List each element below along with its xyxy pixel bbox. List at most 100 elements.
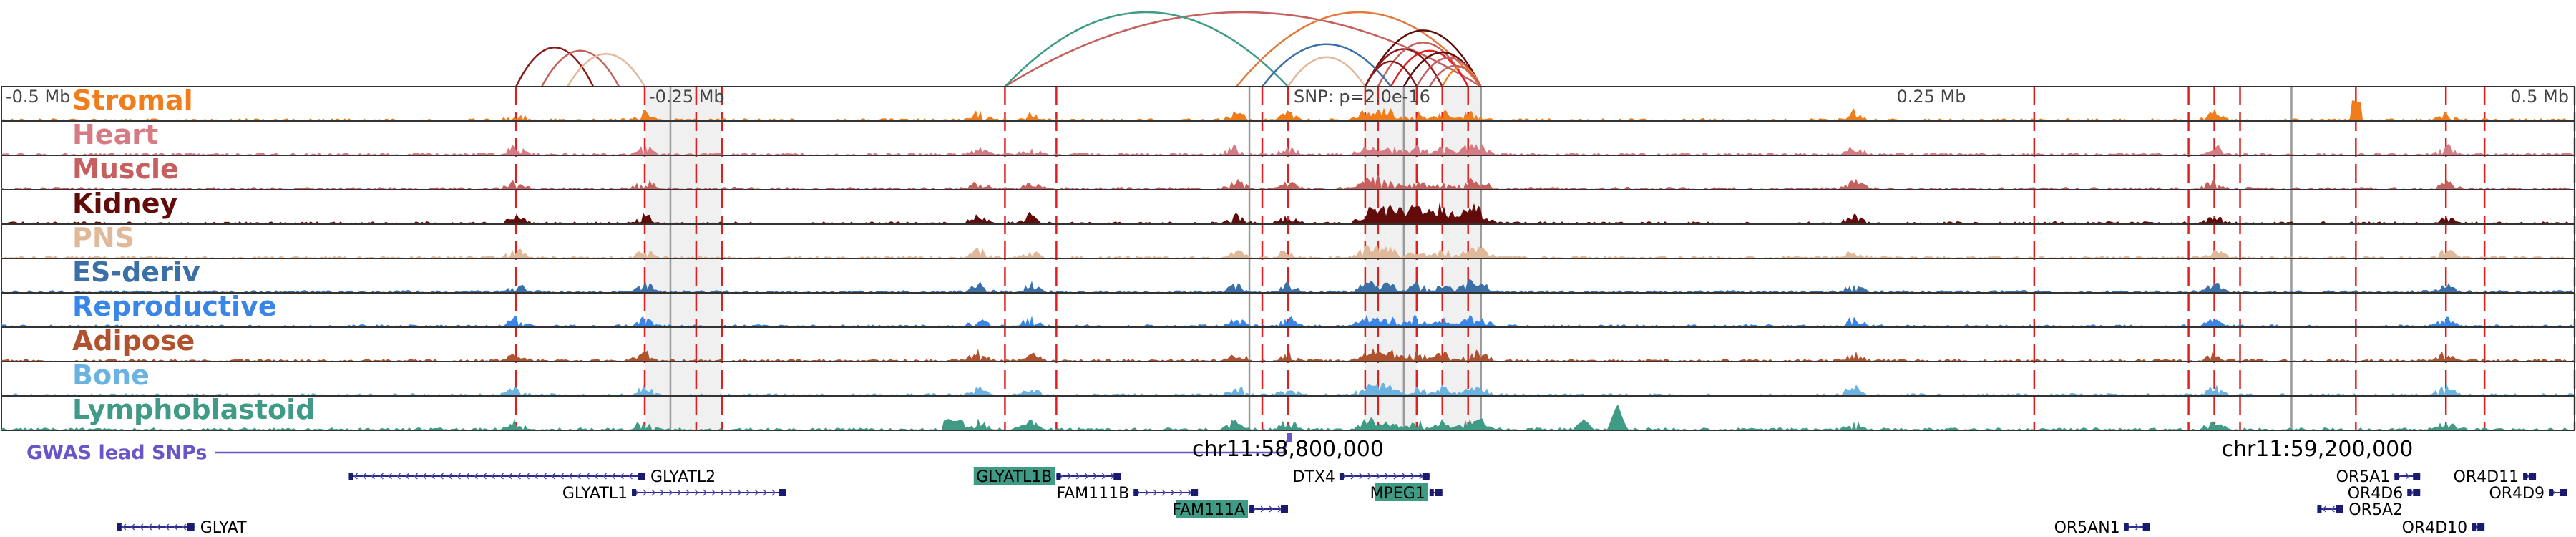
- gene-strand-arrow: [611, 473, 615, 480]
- track-signal: [1, 143, 2575, 155]
- gene-strand-arrow: [139, 523, 144, 531]
- loop-arc: [1390, 49, 1469, 87]
- track-label: Bone: [72, 359, 150, 391]
- track-label: Heart: [72, 119, 158, 150]
- gene-label: DTX4: [1292, 468, 1335, 486]
- gene-strand-arrow: [1084, 473, 1089, 480]
- loop-arc: [1262, 43, 1392, 87]
- gwas-track: GWAS lead SNPs chr11:58,800,000 chr11:59,2…: [26, 433, 2413, 464]
- gene-strand-arrow: [122, 523, 127, 531]
- gene-strand-arrow: [431, 473, 435, 480]
- gene-strand-arrow: [643, 489, 648, 496]
- gene-exon: [1435, 489, 1443, 496]
- gene-strand-arrow: [517, 473, 521, 480]
- gene-label: GLYAT: [200, 519, 247, 537]
- gene-exon: [1422, 473, 1430, 480]
- gene-strand-arrow: [677, 489, 682, 496]
- track-signal: [1, 174, 2575, 189]
- gene-strand-arrow: [746, 489, 751, 496]
- gene-strand-arrow: [388, 473, 392, 480]
- gene-strand-arrow: [1067, 473, 1072, 480]
- chromatin-loop-arcs: [515, 11, 1482, 88]
- gene-strand-arrow: [1402, 473, 1406, 480]
- gene-exon: [1113, 473, 1121, 480]
- gene-label: GLYATL2: [650, 468, 716, 486]
- gene-exon: [348, 473, 353, 480]
- gene-strand-arrow: [763, 489, 768, 496]
- gene-strand-arrow: [694, 489, 699, 496]
- gene-strand-arrow: [534, 473, 538, 480]
- track-label: Stromal: [72, 84, 193, 116]
- gene-strand-arrow: [439, 473, 444, 480]
- gene-strand-arrow: [560, 473, 564, 480]
- gene-exon: [2336, 505, 2343, 513]
- gene-strand-arrow: [130, 523, 135, 531]
- gene-strand-arrow: [448, 473, 452, 480]
- gene-strand-arrow: [668, 489, 673, 496]
- gene-exon: [632, 489, 637, 496]
- gene-strand-arrow: [1093, 473, 1098, 480]
- gene-strand-arrow: [182, 523, 187, 531]
- scale-label: 0.25 Mb: [1896, 87, 1966, 107]
- gene-strand-arrow: [414, 473, 418, 480]
- gene-strand-arrow: [508, 473, 512, 480]
- gene-strand-arrow: [771, 489, 776, 496]
- gene-strand-arrow: [396, 473, 401, 480]
- gene-strand-arrow: [594, 473, 598, 480]
- gene-strand-arrow: [405, 473, 409, 480]
- gene-strand-arrow: [465, 473, 469, 480]
- gene-strand-arrow: [482, 473, 487, 480]
- gene-exon: [2142, 523, 2150, 531]
- loop-arc: [1004, 11, 1482, 88]
- scale-label: 0.5 Mb: [2510, 87, 2569, 107]
- loop-arc: [567, 53, 646, 87]
- gene-exon: [2124, 523, 2129, 531]
- track-signal: [1, 348, 2575, 361]
- gene-strand-arrow: [1376, 473, 1380, 480]
- gene-strand-arrow: [568, 473, 572, 480]
- gene-strand-arrow: [1179, 489, 1184, 496]
- gene-label: FAM111B: [1056, 485, 1129, 503]
- gene-strand-arrow: [1153, 489, 1158, 496]
- gene-exon: [2407, 489, 2412, 496]
- gene-strand-arrow: [542, 473, 547, 480]
- gene-exon: [1133, 489, 1138, 496]
- track-label: Kidney: [72, 188, 177, 219]
- track-frame: [1, 395, 2575, 431]
- gene-strand-arrow: [499, 473, 504, 480]
- gene-strand-arrow: [602, 473, 607, 480]
- gene-strand-arrow: [1350, 473, 1355, 480]
- gene-exon: [2413, 489, 2421, 496]
- gene-exon: [2394, 473, 2399, 480]
- loop-arc: [515, 47, 595, 87]
- coordinate-label: chr11:58,800,000: [1192, 437, 1384, 462]
- gene-exon: [2317, 505, 2322, 513]
- loop-arc: [1287, 56, 1366, 87]
- gene-exon: [117, 523, 122, 531]
- gene-label: FAM111A: [1172, 501, 1245, 519]
- loop-arc: [1364, 29, 1482, 87]
- track-label: Muscle: [72, 153, 179, 185]
- gene-strand-arrow: [2135, 523, 2140, 531]
- track-label: ES-deriv: [72, 256, 200, 288]
- gene-strand-arrow: [1101, 473, 1106, 480]
- loop-arc: [1428, 64, 1482, 87]
- gene-strand-arrow: [457, 473, 461, 480]
- gene-strand-arrow: [1410, 473, 1415, 480]
- track-label: PNS: [72, 222, 135, 253]
- gene-strand-arrow: [525, 473, 530, 480]
- loop-arc: [1236, 11, 1482, 87]
- gene-strand-arrow: [1075, 473, 1080, 480]
- track-signal: [1, 100, 2575, 120]
- gene-exon: [1191, 489, 1199, 496]
- gene-strand-arrow: [620, 473, 624, 480]
- gene-strand-arrow: [1170, 489, 1175, 496]
- scale-label: -0.5 Mb: [6, 87, 70, 107]
- gene-strand-arrow: [551, 473, 555, 480]
- gene-strand-arrow: [353, 473, 358, 480]
- gene-exon: [1249, 505, 1254, 513]
- gene-strand-arrow: [1393, 473, 1397, 480]
- gene-strand-arrow: [2331, 505, 2335, 513]
